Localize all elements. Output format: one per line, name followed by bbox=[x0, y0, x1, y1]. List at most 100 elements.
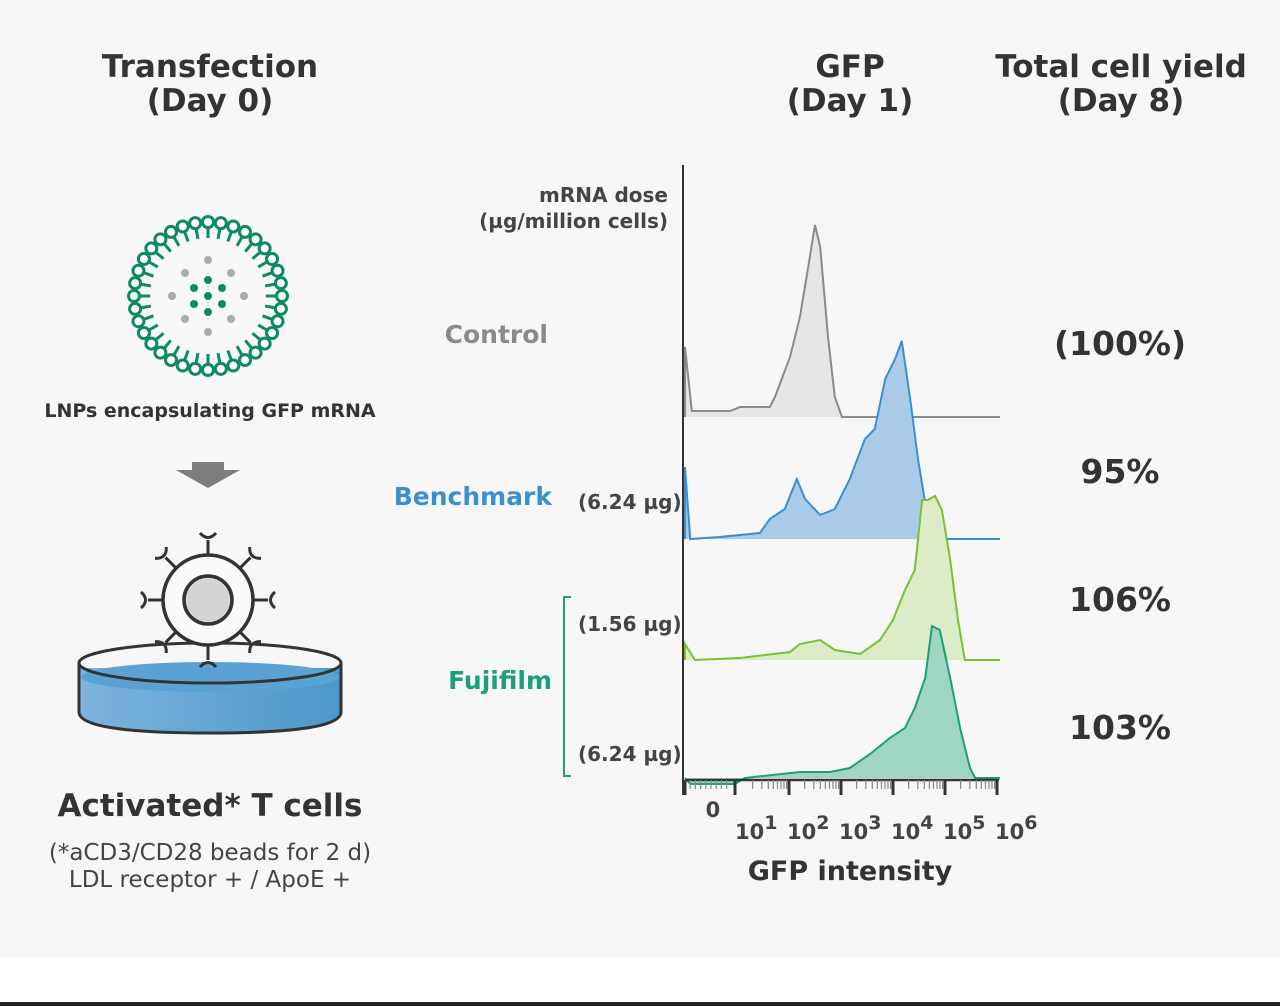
lipid-head bbox=[238, 353, 252, 368]
header-line: (Day 0) bbox=[146, 83, 274, 119]
fujifilm-bracket bbox=[563, 596, 571, 777]
lipid-head bbox=[273, 276, 288, 291]
mrna-dot bbox=[181, 315, 189, 323]
receptor-icon bbox=[139, 590, 163, 610]
mrna-dot bbox=[204, 328, 212, 336]
tick-exponent: 1 bbox=[764, 812, 778, 834]
receptor-icon bbox=[198, 531, 218, 555]
tick-exponent: 4 bbox=[920, 812, 934, 834]
lipid-head bbox=[131, 314, 146, 329]
histogram-line-1 bbox=[684, 340, 1001, 541]
yield-control: (100%) bbox=[1053, 324, 1187, 363]
tick-base: 10 bbox=[735, 820, 765, 844]
mrna-dot bbox=[227, 269, 235, 277]
receptor-icon bbox=[154, 630, 178, 654]
tick-exponent: 2 bbox=[816, 812, 830, 834]
mrna-dot bbox=[204, 308, 212, 316]
tick-exponent: 3 bbox=[868, 812, 882, 834]
dose-benchmark: (6.24 µg) bbox=[578, 490, 682, 514]
tick-exponent: 5 bbox=[972, 812, 986, 834]
lipid-head bbox=[153, 345, 168, 360]
mrna-dot bbox=[190, 284, 198, 292]
lipid-head bbox=[136, 252, 151, 266]
lipid-head bbox=[265, 326, 280, 340]
lipid-head bbox=[213, 361, 228, 376]
mrna-dot bbox=[227, 315, 235, 323]
receptor-icon bbox=[154, 546, 178, 570]
header-line: Total cell yield bbox=[995, 49, 1247, 85]
receptor-icon bbox=[238, 630, 262, 654]
lnp-icon bbox=[127, 215, 289, 377]
lipid-head bbox=[201, 363, 215, 377]
t-cell-icon bbox=[139, 531, 277, 669]
lipid-head bbox=[248, 232, 263, 247]
lipid-head bbox=[270, 314, 285, 329]
tick-label: 0 bbox=[706, 798, 721, 822]
tick-label: 106 bbox=[995, 812, 1037, 844]
group-control: Control bbox=[444, 320, 548, 349]
dose-fujifilm-high: (6.24 µg) bbox=[578, 742, 682, 766]
mrna-dot bbox=[204, 276, 212, 284]
tick-base: 10 bbox=[943, 820, 973, 844]
arrow-down-icon bbox=[176, 462, 240, 488]
mrna-dot bbox=[204, 256, 212, 264]
mrna-dot bbox=[181, 269, 189, 277]
lipid-head bbox=[257, 241, 272, 256]
lipid-head bbox=[175, 219, 190, 234]
group-benchmark: Benchmark bbox=[393, 482, 552, 511]
receptor-icon bbox=[198, 645, 218, 669]
yield-benchmark: 95% bbox=[1080, 452, 1160, 491]
receptor-icon bbox=[253, 590, 277, 610]
tick-label: 101 bbox=[735, 812, 777, 844]
tick-base: 10 bbox=[787, 820, 817, 844]
histogram-fill-2 bbox=[685, 496, 1001, 660]
histogram-line-3 bbox=[684, 624, 1001, 785]
lipid-head bbox=[213, 216, 228, 231]
mrna-dot bbox=[168, 292, 176, 300]
mrna-dot bbox=[190, 300, 198, 308]
header-line: Transfection bbox=[101, 49, 319, 85]
lipid-head bbox=[265, 252, 280, 266]
histogram-fill-1 bbox=[685, 341, 1001, 539]
dose-header-line: mRNA dose bbox=[539, 183, 668, 207]
lipid-head bbox=[226, 358, 241, 373]
lipid-head bbox=[273, 301, 288, 316]
x-axis-label: GFP intensity bbox=[747, 856, 953, 887]
lipid-head bbox=[175, 358, 190, 373]
mrna-dot bbox=[218, 300, 226, 308]
header-line: (Day 8) bbox=[1057, 83, 1185, 119]
lipid-head bbox=[131, 263, 146, 278]
lipid-head bbox=[164, 353, 178, 368]
cells-note-2: LDL receptor + / ApoE + bbox=[68, 867, 352, 893]
mrna-dot bbox=[240, 292, 248, 300]
tick-label: 102 bbox=[787, 812, 829, 844]
group-fujifilm: Fujifilm bbox=[448, 666, 552, 695]
dose-header: mRNA dose (µg/million cells) bbox=[468, 182, 668, 234]
tick-label: 103 bbox=[839, 812, 881, 844]
lnp-label: LNPs encapsulating GFP mRNA bbox=[44, 400, 376, 422]
lipid-head bbox=[201, 215, 215, 229]
lipid-head bbox=[164, 224, 178, 239]
lipid-head bbox=[128, 276, 143, 291]
cells-title: Activated* T cells bbox=[57, 788, 363, 824]
tick-label: 104 bbox=[891, 812, 933, 844]
tick-exponent: 6 bbox=[1024, 812, 1038, 834]
transfection-header: Transfection (Day 0) bbox=[60, 50, 360, 118]
lipid-head bbox=[153, 232, 168, 247]
yield-fujifilm-high: 103% bbox=[1069, 708, 1171, 747]
lipid-head bbox=[188, 361, 203, 376]
lipid-head bbox=[136, 326, 151, 340]
lipid-head bbox=[128, 301, 143, 316]
lipid-head bbox=[144, 336, 159, 351]
lipid-head bbox=[257, 336, 272, 351]
dose-header-line: (µg/million cells) bbox=[479, 209, 668, 233]
mrna-dot bbox=[218, 284, 226, 292]
header-line: GFP bbox=[815, 49, 885, 85]
cells-note-1: (*aCD3/CD28 beads for 2 d) bbox=[48, 840, 372, 866]
histogram-fill-3 bbox=[685, 626, 1001, 784]
histogram-line-0 bbox=[684, 224, 1001, 418]
lipid-head bbox=[248, 345, 263, 360]
lipid-head bbox=[270, 263, 285, 278]
